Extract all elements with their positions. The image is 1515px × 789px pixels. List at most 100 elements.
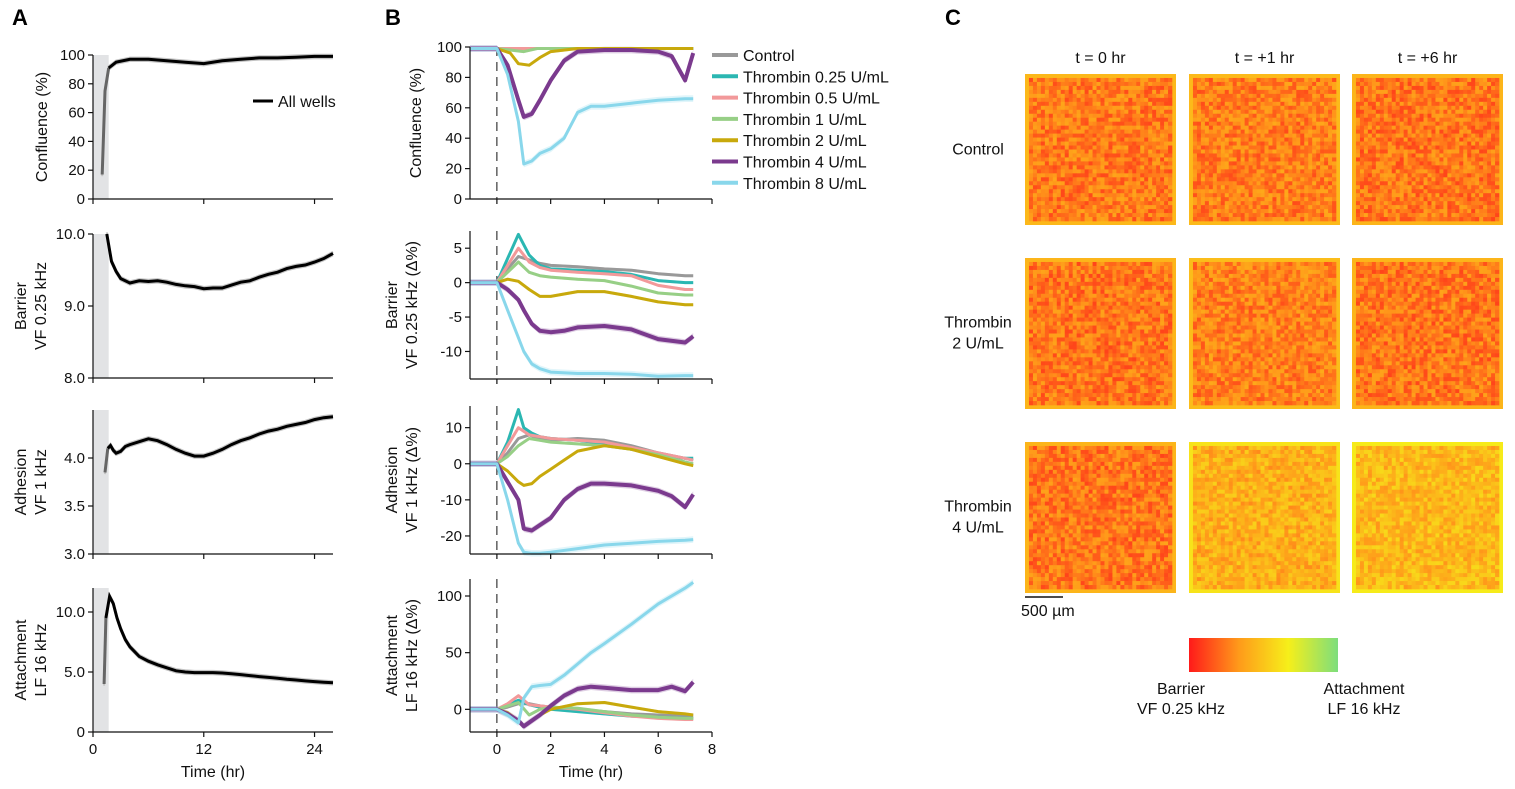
heatmap-cell bbox=[1052, 277, 1058, 283]
heatmap-cell bbox=[1140, 337, 1145, 342]
heatmap-cell bbox=[1072, 113, 1077, 119]
heatmap-cell bbox=[1092, 169, 1097, 174]
heatmap-cell bbox=[1048, 341, 1054, 346]
heatmap-cell bbox=[1320, 145, 1325, 150]
heatmap-cell bbox=[1068, 161, 1073, 166]
heatmap-cell bbox=[1220, 121, 1226, 126]
heatmap-cell bbox=[1160, 173, 1165, 178]
heatmap-cell bbox=[1196, 117, 1202, 122]
heatmap-cell bbox=[1048, 293, 1054, 299]
heatmap-cell bbox=[1328, 161, 1333, 166]
heatmap-cell bbox=[1140, 89, 1145, 95]
heatmap-cell bbox=[1096, 349, 1101, 354]
y-tick-label: 0 bbox=[77, 191, 85, 208]
heatmap-cell bbox=[1419, 149, 1424, 154]
heatmap-cell bbox=[1427, 189, 1432, 194]
heatmap-cell bbox=[1160, 125, 1165, 130]
heatmap-cell bbox=[1264, 161, 1269, 166]
heatmap-cell bbox=[1120, 181, 1125, 186]
heatmap-cell bbox=[1395, 209, 1400, 214]
heatmap-cell bbox=[1419, 117, 1424, 122]
heatmap-cell bbox=[1032, 265, 1038, 271]
heatmap-cell bbox=[1048, 321, 1054, 326]
heatmap-cell bbox=[1040, 145, 1046, 150]
heatmap-cell bbox=[1411, 205, 1416, 210]
heatmap-cell bbox=[1088, 333, 1093, 338]
heatmap-cell bbox=[1463, 81, 1468, 87]
heatmap-cell bbox=[1060, 261, 1066, 267]
heatmap-cell bbox=[1355, 129, 1361, 134]
heatmap-cell bbox=[1403, 133, 1408, 138]
heatmap-cell bbox=[1052, 105, 1058, 111]
heatmap-cell bbox=[1064, 105, 1070, 111]
heatmap-cell bbox=[1032, 193, 1038, 198]
series-line-5 bbox=[470, 280, 695, 345]
heatmap-cell bbox=[1044, 105, 1050, 111]
heatmap-cell bbox=[1036, 349, 1042, 354]
series-line-5 bbox=[470, 461, 695, 533]
heatmap-cell bbox=[1240, 141, 1245, 146]
heatmap-cell bbox=[1292, 217, 1297, 222]
heatmap-cell bbox=[1236, 177, 1241, 182]
heatmap-cell bbox=[1152, 281, 1157, 287]
heatmap-cell bbox=[1407, 109, 1412, 115]
heatmap-cell bbox=[1028, 97, 1034, 103]
heatmap-cell bbox=[1459, 213, 1464, 218]
heatmap-cell bbox=[1124, 261, 1129, 267]
heatmap-cell bbox=[1435, 149, 1440, 154]
heatmap-cell bbox=[1096, 113, 1101, 119]
heatmap-cell bbox=[1312, 173, 1317, 178]
heatmap-cell bbox=[1028, 157, 1034, 162]
heatmap-cell bbox=[1104, 97, 1109, 103]
heatmap-cell bbox=[1032, 77, 1038, 83]
heatmap-cell bbox=[1124, 177, 1129, 182]
heatmap-cell bbox=[1332, 77, 1337, 83]
heatmap-cell bbox=[1296, 201, 1301, 206]
heatmap-cell bbox=[1483, 169, 1488, 174]
heatmap-cell bbox=[1060, 137, 1066, 142]
heatmap-cell bbox=[1363, 169, 1369, 174]
heatmap-cell bbox=[1064, 173, 1070, 178]
heatmap-cell bbox=[1080, 177, 1085, 182]
heatmap-cell bbox=[1132, 349, 1137, 354]
heatmap-cell bbox=[1224, 93, 1230, 99]
heatmap-cell bbox=[1371, 77, 1377, 83]
heatmap-cell bbox=[1399, 169, 1404, 174]
heatmap-cell bbox=[1144, 329, 1149, 334]
heatmap-cell bbox=[1204, 89, 1210, 95]
heatmap-cell bbox=[1208, 133, 1214, 138]
heatmap-cell bbox=[1088, 213, 1093, 218]
heatmap-cell bbox=[1328, 85, 1333, 91]
heatmap-cell bbox=[1068, 101, 1073, 107]
heatmap-cell bbox=[1148, 89, 1153, 95]
heatmap-cell bbox=[1463, 177, 1468, 182]
heatmap-cell bbox=[1479, 157, 1484, 162]
heatmap-cell bbox=[1387, 109, 1393, 115]
heatmap-cell bbox=[1052, 121, 1058, 126]
heatmap-cell bbox=[1096, 265, 1101, 271]
heatmap-cell bbox=[1116, 141, 1121, 146]
heatmap-cell bbox=[1092, 173, 1097, 178]
heatmap-cell bbox=[1072, 181, 1077, 186]
heatmap-cell bbox=[1471, 129, 1476, 134]
heatmap-cell bbox=[1132, 305, 1137, 310]
heatmap-cell bbox=[1116, 313, 1121, 318]
heatmap-cell bbox=[1240, 193, 1245, 198]
heatmap-cell bbox=[1435, 137, 1440, 142]
heatmap-cell bbox=[1092, 309, 1097, 314]
heatmap-cell bbox=[1435, 177, 1440, 182]
heatmap-cell bbox=[1048, 109, 1054, 115]
heatmap-cell bbox=[1060, 157, 1066, 162]
heatmap-cell bbox=[1324, 157, 1329, 162]
heatmap-cell bbox=[1427, 209, 1432, 214]
heatmap-cell bbox=[1160, 201, 1165, 206]
heatmap-cell bbox=[1160, 177, 1165, 182]
heatmap-cell bbox=[1367, 197, 1373, 202]
heatmap-cell bbox=[1260, 133, 1265, 138]
heatmap-cell bbox=[1080, 345, 1085, 350]
heatmap-cell bbox=[1260, 173, 1265, 178]
heatmap-cell bbox=[1320, 121, 1325, 126]
heatmap-cell bbox=[1168, 301, 1173, 306]
heatmap-cell bbox=[1479, 201, 1484, 206]
